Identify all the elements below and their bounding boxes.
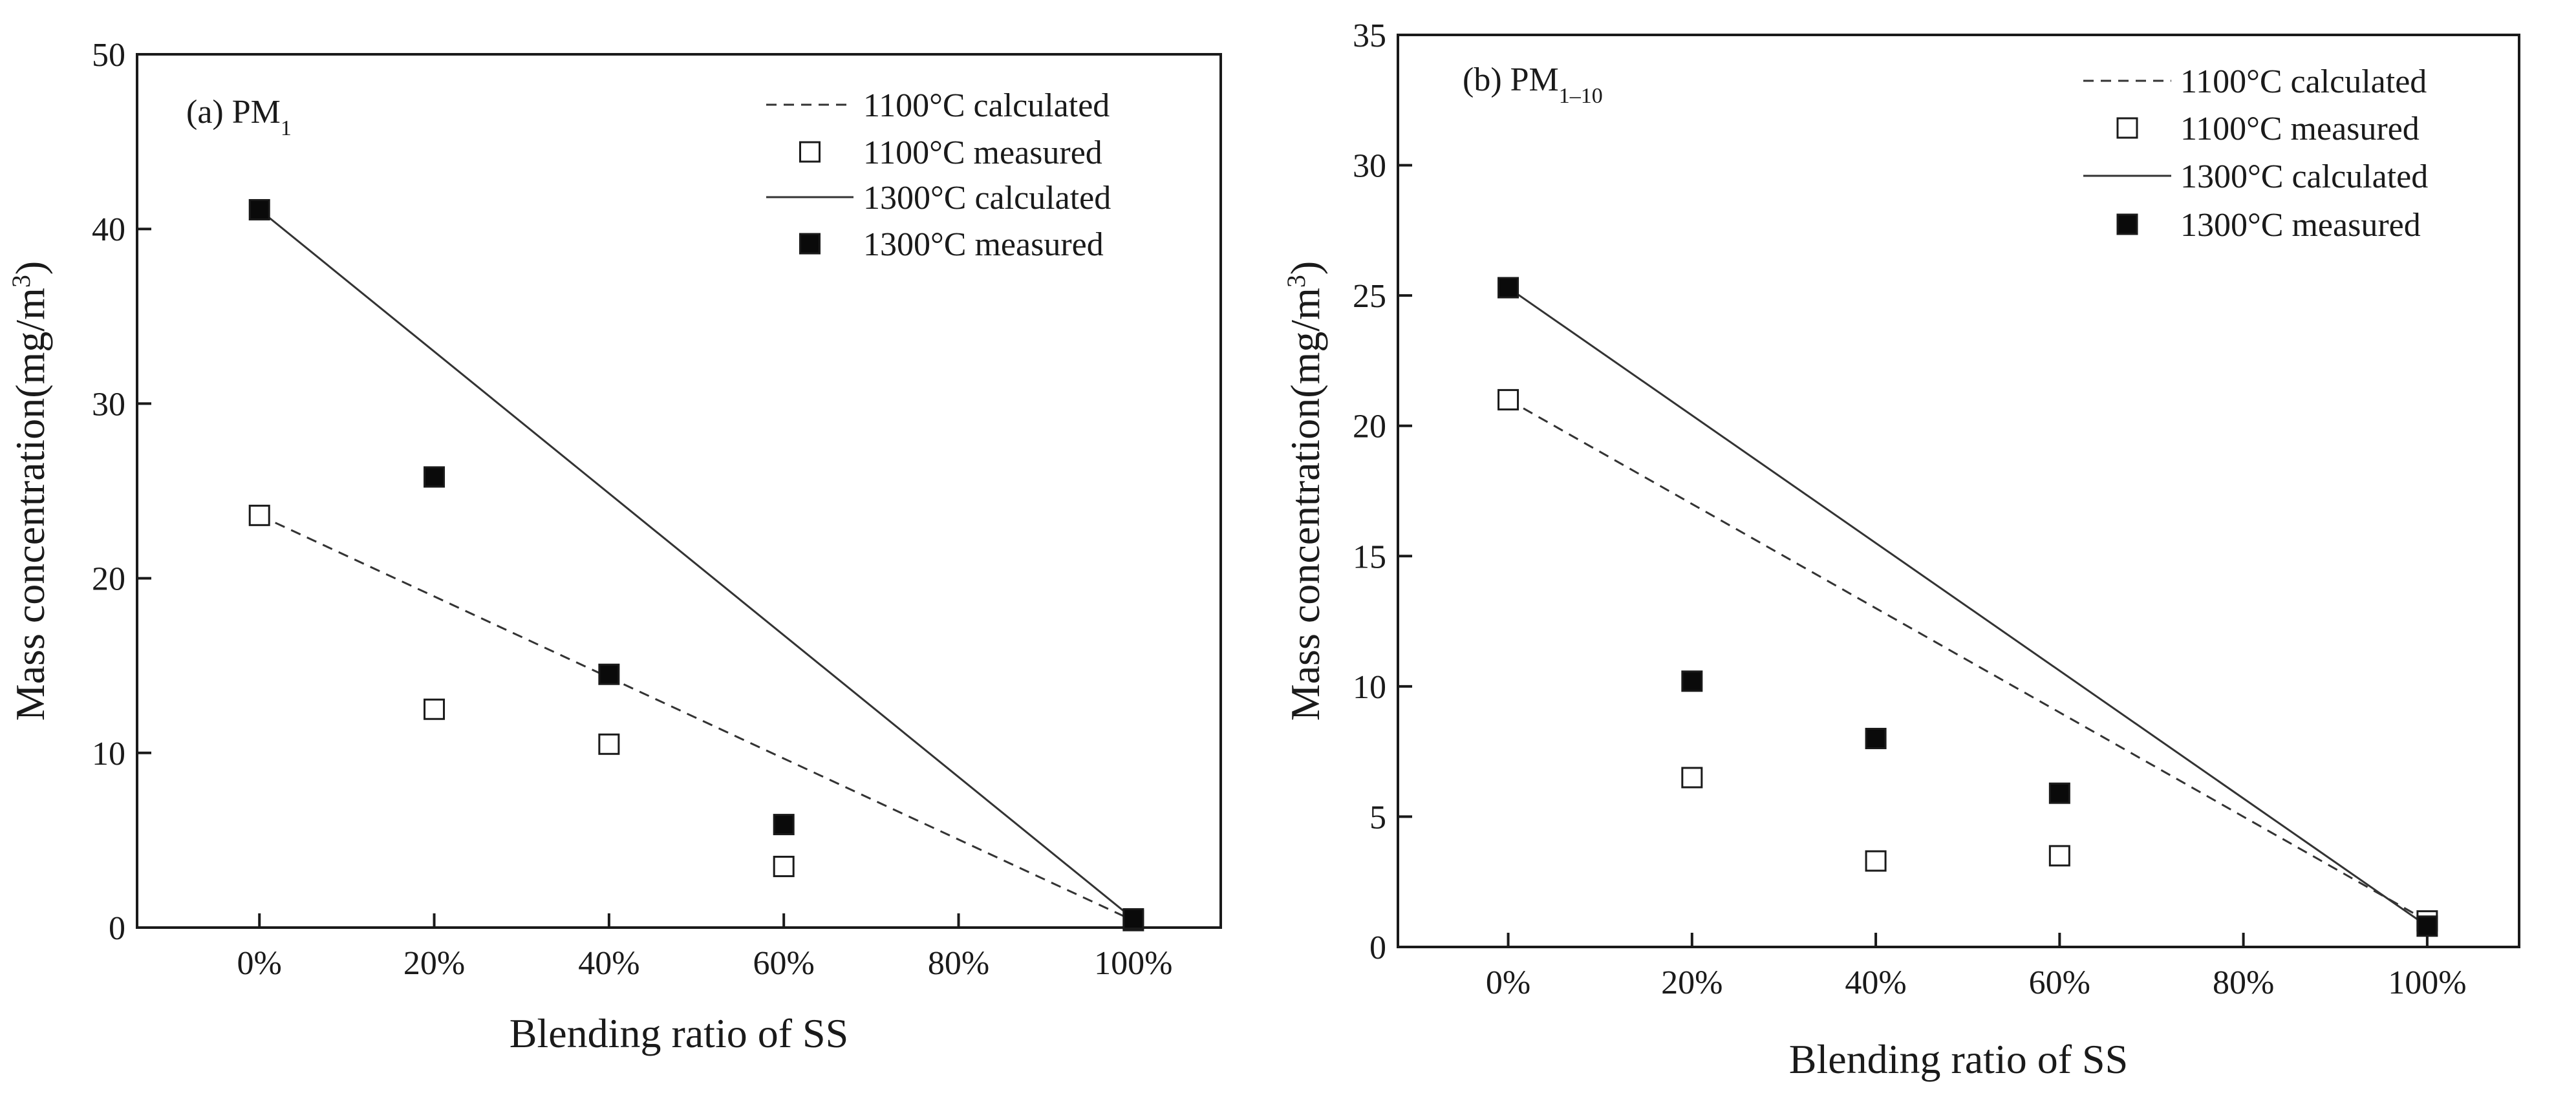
y-tick-label: 0 — [1369, 930, 1386, 966]
plot-frame — [1397, 34, 2520, 948]
y-tick-label: 10 — [1353, 669, 1386, 706]
x-tick-label: 100% — [2388, 964, 2466, 1001]
filled-square-point — [248, 198, 270, 220]
filled-square-point — [2416, 915, 2438, 937]
open-square-point — [248, 504, 270, 526]
y-tick-label: 25 — [1353, 278, 1386, 315]
legend-label: 1100°C calculated — [2180, 63, 2427, 100]
series-filled-square — [248, 198, 1144, 930]
y-tick-label: 30 — [1353, 148, 1386, 185]
x-tick-label: 20% — [1661, 964, 1723, 1001]
y-tick-label: 0 — [109, 910, 125, 947]
filled-square-point — [1497, 277, 1519, 299]
legend-entry: 1100°C measured — [2116, 111, 2420, 147]
legend-marker-swatch — [2116, 117, 2138, 139]
legend-label: 1100°C calculated — [863, 87, 1110, 124]
legend-entry: 1300°C measured — [799, 226, 1104, 263]
series-filled-square — [1497, 277, 2438, 937]
series-line — [1507, 286, 2428, 927]
series-dashed-line — [259, 514, 1134, 922]
legend-label: 1100°C measured — [863, 134, 1102, 171]
open-square-point — [424, 698, 445, 720]
open-square-point — [1865, 850, 1887, 872]
filled-square-point — [773, 814, 795, 836]
x-tick-label: 60% — [2029, 964, 2090, 1001]
plot-frame — [136, 53, 1222, 929]
filled-square-point — [1681, 670, 1703, 692]
filled-square-point — [424, 466, 445, 488]
x-tick-label: 80% — [2213, 964, 2274, 1001]
legend-entry: 1100°C measured — [799, 134, 1102, 171]
filled-square-point — [1865, 727, 1887, 749]
legend-label: 1300°C measured — [863, 226, 1104, 263]
series-line — [1507, 399, 2428, 922]
x-tick-label: 0% — [237, 945, 282, 982]
open-square-point — [2048, 845, 2070, 867]
x-tick-label: 0% — [1486, 964, 1530, 1001]
filled-square-point — [2048, 782, 2070, 804]
x-tick-label: 60% — [753, 945, 815, 982]
legend-label: 1300°C calculated — [2180, 158, 2428, 195]
y-tick-label: 20 — [92, 561, 125, 598]
filled-square-point — [598, 663, 620, 685]
legend-entry: 1100°C calculated — [2083, 63, 2427, 100]
legend-marker-swatch — [799, 141, 821, 163]
y-tick-label: 20 — [1353, 409, 1386, 445]
x-tick-label: 40% — [1845, 964, 1906, 1001]
y-tick-label: 40 — [92, 211, 125, 248]
x-tick-label: 100% — [1094, 945, 1172, 982]
open-square-point — [773, 855, 795, 877]
chart-panel-b: 0 5 10 15 20 25 30 35 0% 20% 40% 60% 80% 100% Blending… — [1282, 17, 2520, 1082]
legend-label: 1100°C measured — [2180, 111, 2420, 147]
x-tick-label: 80% — [928, 945, 989, 982]
series-solid-line — [259, 209, 1134, 920]
series-line — [259, 514, 1134, 922]
y-tick-label: 30 — [92, 386, 125, 423]
legend-entry: 1300°C calculated — [766, 180, 1111, 217]
x-axis-title: Blending ratio of SS — [510, 1010, 848, 1056]
series-line — [259, 209, 1134, 920]
legend-entry: 1300°C measured — [2116, 207, 2421, 244]
legend-entry: 1300°C calculated — [2083, 158, 2428, 195]
open-square-point — [598, 733, 620, 755]
legend-marker-swatch — [2116, 213, 2138, 235]
panel-label: (b) PM1–10 — [1463, 61, 1603, 108]
series-solid-line — [1507, 286, 2428, 927]
legend-label: 1300°C measured — [2180, 207, 2421, 244]
chart-panel-a: 0 10 20 30 40 50 0% 20% 40% 60% 80% 100% Blending ra… — [6, 37, 1222, 1056]
x-axis-title: Blending ratio of SS — [1789, 1036, 2128, 1082]
y-tick-label: 5 — [1369, 799, 1386, 836]
legend-label: 1300°C calculated — [863, 180, 1111, 217]
y-tick-label: 10 — [92, 736, 125, 772]
series-dashed-line — [1507, 399, 2428, 922]
open-square-point — [1681, 767, 1703, 789]
y-tick-label: 15 — [1353, 538, 1386, 575]
legend-marker-swatch — [799, 233, 821, 255]
y-tick-label: 50 — [92, 37, 125, 74]
filled-square-point — [1122, 908, 1144, 930]
x-tick-label: 40% — [578, 945, 639, 982]
y-axis-title: Mass concentration(mg/m3) — [6, 261, 54, 721]
legend-entry: 1100°C calculated — [766, 87, 1110, 124]
x-tick-label: 20% — [403, 945, 465, 982]
open-square-point — [1497, 388, 1519, 410]
y-tick-label: 35 — [1353, 17, 1386, 54]
panel-label: (a) PM1 — [186, 94, 292, 140]
y-axis-title: Mass concentration(mg/m3) — [1282, 261, 1329, 721]
